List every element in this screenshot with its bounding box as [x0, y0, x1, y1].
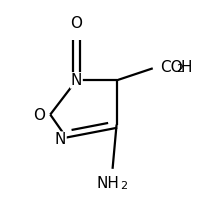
Text: 2: 2: [120, 181, 127, 191]
Text: N: N: [54, 132, 66, 147]
Text: N: N: [70, 73, 82, 88]
Text: CO: CO: [159, 60, 182, 75]
Text: O: O: [33, 108, 45, 123]
Text: NH: NH: [96, 176, 118, 191]
Text: O: O: [70, 16, 82, 31]
Text: H: H: [180, 60, 191, 75]
Text: 2: 2: [175, 64, 182, 74]
